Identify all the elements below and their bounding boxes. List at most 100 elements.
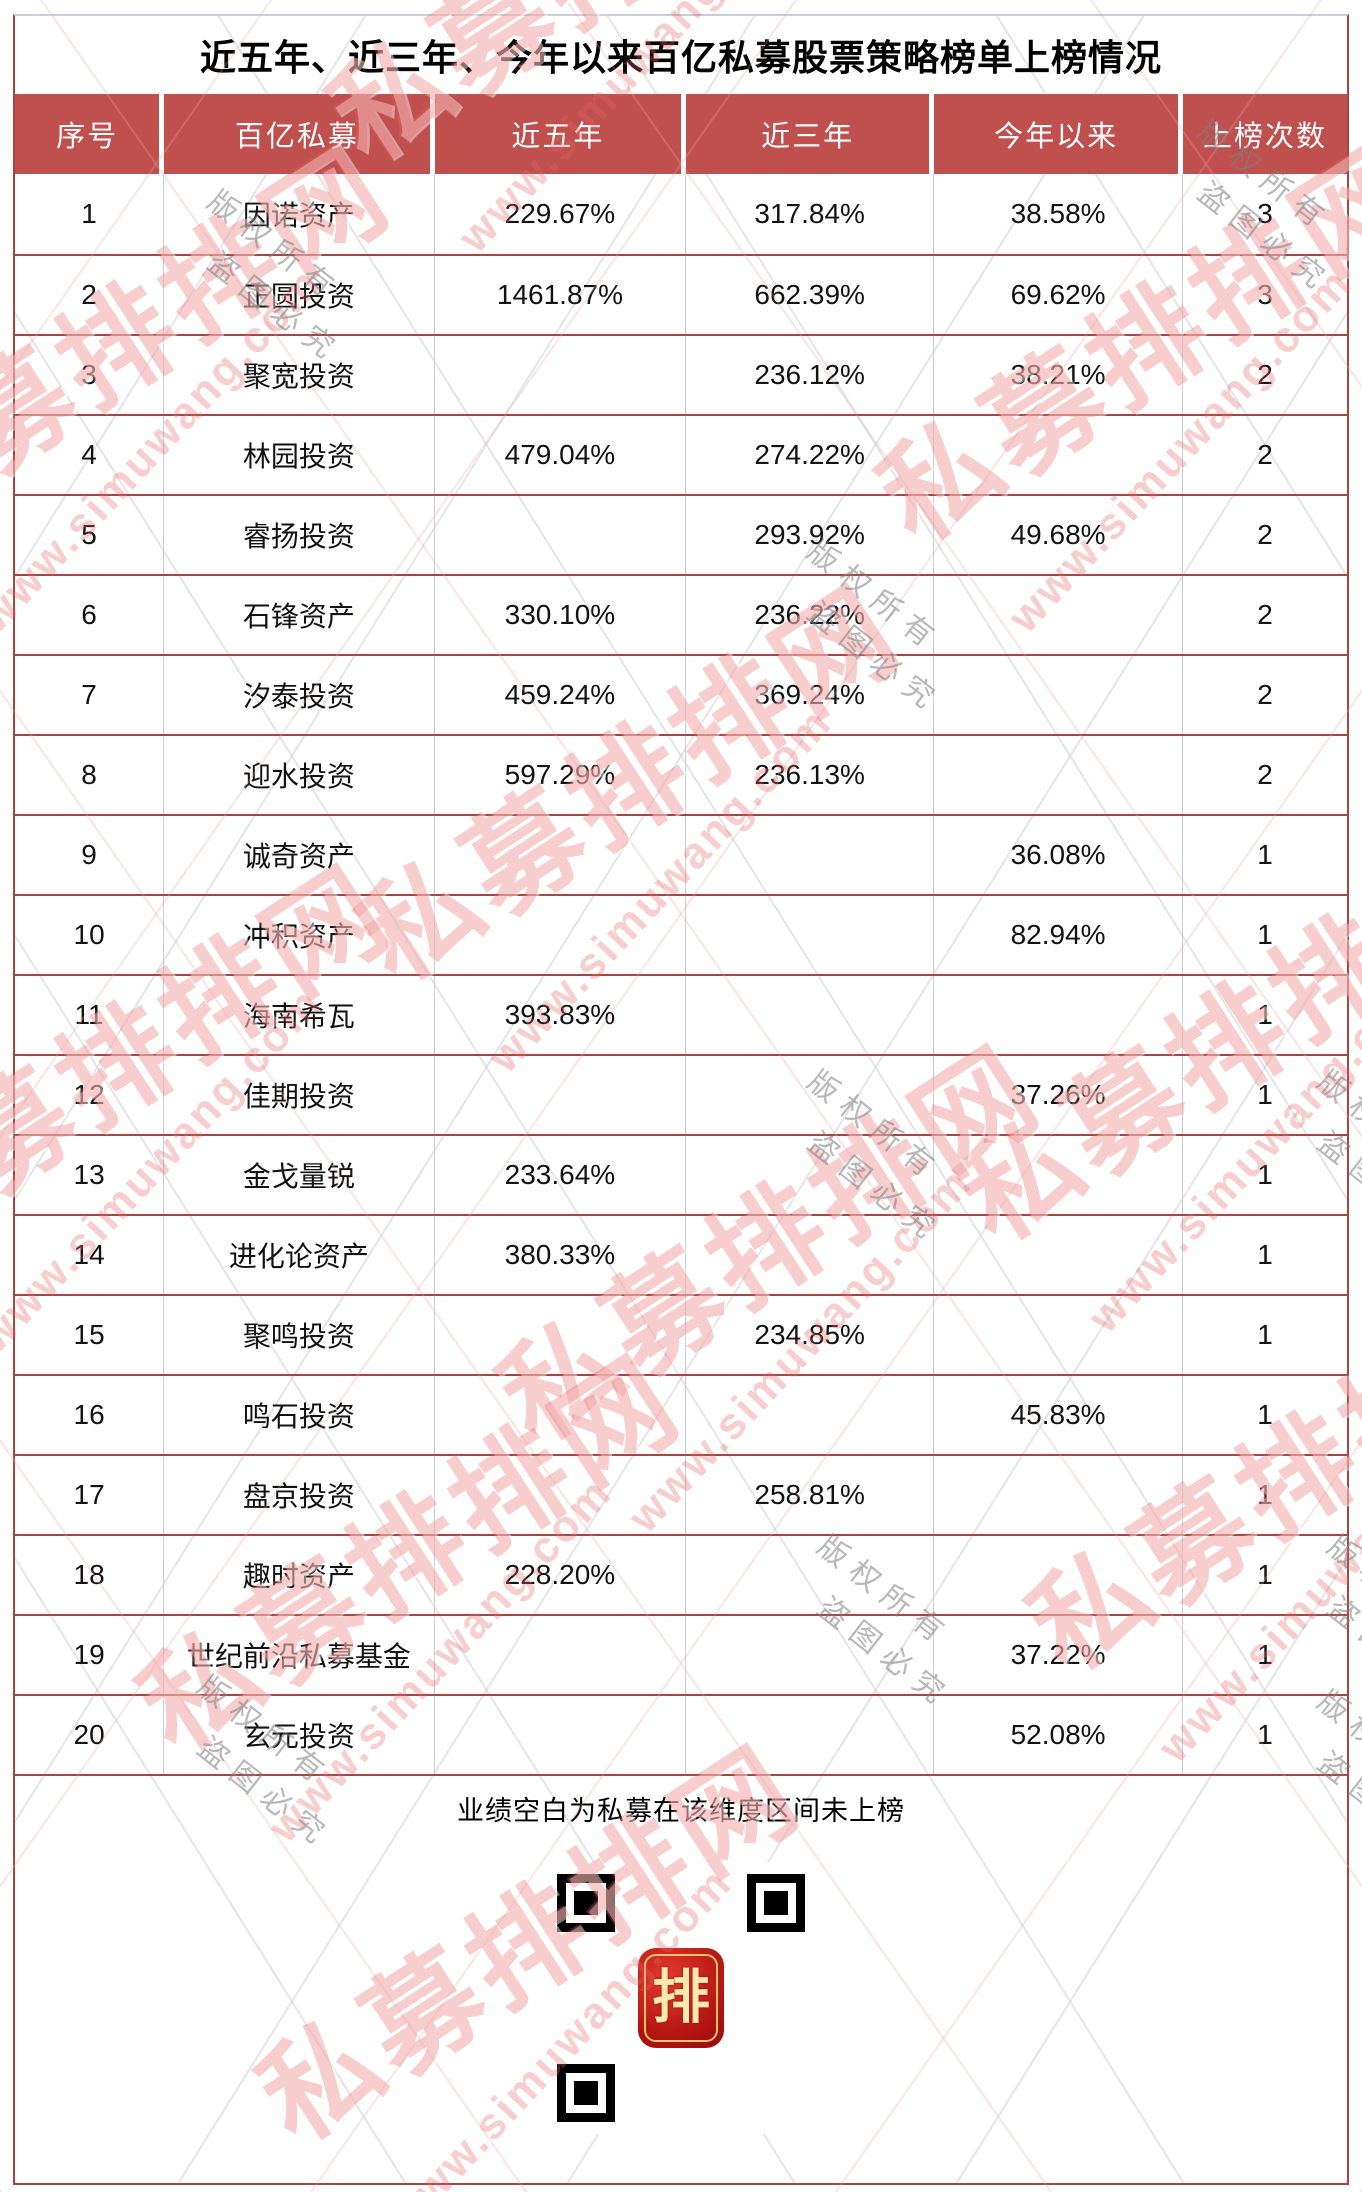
cell-index: 2 <box>15 256 165 334</box>
cell-ytd-return <box>934 416 1184 494</box>
table-row: 16 鸣石投资 45.83% 1 <box>15 1374 1347 1454</box>
table-row: 19 世纪前沿私募基金 37.22% 1 <box>15 1614 1347 1694</box>
cell-ytd-return: 38.58% <box>934 174 1184 254</box>
cell-fund-name: 睿扬投资 <box>164 496 435 574</box>
table-row: 5 睿扬投资 293.92% 49.68% 2 <box>15 494 1347 574</box>
cell-5y-return <box>435 896 687 974</box>
cell-count: 2 <box>1257 679 1273 710</box>
cell-3y-return <box>686 1136 935 1214</box>
table-row: 7 汐泰投资 459.24% 369.24% 2 <box>15 654 1347 734</box>
cell-fund-name: 林园投资 <box>164 416 435 494</box>
qr-zone: 排 <box>15 1840 1347 2185</box>
cell-5y-return: 233.64% <box>435 1136 687 1214</box>
cell-fund-name: 石锋资产 <box>164 576 435 654</box>
cell-5y-return: 228.20% <box>435 1536 687 1614</box>
cell-fund-name: 盘京投资 <box>164 1456 435 1534</box>
table-row: 13 金戈量锐 233.64% 1 <box>15 1134 1347 1214</box>
cell-index: 20 <box>15 1696 165 1774</box>
cell-5y-return: 330.10% <box>435 576 687 654</box>
cell-3y-return: 234.85% <box>686 1296 935 1374</box>
cell-5y-return <box>435 1616 687 1694</box>
cell-5y-return: 380.33% <box>435 1216 687 1294</box>
table-row: 17 盘京投资 258.81% 1 <box>15 1454 1347 1534</box>
cell-index: 19 <box>15 1616 165 1694</box>
cell-index: 10 <box>15 896 165 974</box>
cell-3y-return <box>686 896 935 974</box>
cell-count: 1 <box>1257 1319 1273 1350</box>
cell-3y-return <box>686 1696 935 1774</box>
cell-index: 18 <box>15 1536 165 1614</box>
header-cell-5y: 近五年 <box>434 94 687 174</box>
qr-finder-top-right <box>747 1874 805 1932</box>
table-row: 1 因诺资产 229.67% 317.84% 38.58% 3 <box>15 174 1347 254</box>
cell-index: 11 <box>15 976 165 1054</box>
cell-3y-return: 369.24% <box>686 656 935 734</box>
cell-index: 3 <box>15 336 165 414</box>
cell-ytd-return: 36.08% <box>934 816 1184 894</box>
cell-fund-name: 佳期投资 <box>164 1056 435 1134</box>
qr-seal-character: 排 <box>651 1965 710 2030</box>
table-row: 10 冲积资产 82.94% 1 <box>15 894 1347 974</box>
cell-3y-return: 274.22% <box>686 416 935 494</box>
table-row: 9 诚奇资产 36.08% 1 <box>15 814 1347 894</box>
cell-5y-return <box>435 336 687 414</box>
title-row: 近五年、近三年、今年以来百亿私募股票策略榜单上榜情况 <box>15 16 1347 94</box>
cell-ytd-return <box>934 1296 1184 1374</box>
cell-3y-return <box>686 816 935 894</box>
cell-index: 5 <box>15 496 165 574</box>
cell-fund-name: 金戈量锐 <box>164 1136 435 1214</box>
cell-fund-name: 冲积资产 <box>164 896 435 974</box>
cell-count: 3 <box>1257 198 1273 229</box>
cell-ytd-return <box>934 1456 1184 1534</box>
cell-3y-return <box>686 1056 935 1134</box>
cell-fund-name: 鸣石投资 <box>164 1376 435 1454</box>
header-cell-index: 序号 <box>15 94 165 174</box>
cell-count: 2 <box>1257 759 1273 790</box>
footnote-text: 业绩空白为私募在该维度区间未上榜 <box>457 1795 905 1826</box>
cell-index: 8 <box>15 736 165 814</box>
cell-count: 2 <box>1257 519 1273 550</box>
cell-count: 1 <box>1257 1079 1273 1110</box>
cell-3y-return: 258.81% <box>686 1456 935 1534</box>
note-row: 业绩空白为私募在该维度区间未上榜 <box>15 1774 1347 1840</box>
cell-5y-return <box>435 1056 687 1134</box>
cell-5y-return <box>435 1696 687 1774</box>
cell-5y-return <box>435 1456 687 1534</box>
cell-index: 7 <box>15 656 165 734</box>
cell-index: 14 <box>15 1216 165 1294</box>
cell-ytd-return <box>934 656 1184 734</box>
table-row: 4 林园投资 479.04% 274.22% 2 <box>15 414 1347 494</box>
cell-count: 1 <box>1257 1719 1273 1750</box>
qr-finder-top-left <box>557 1874 615 1932</box>
cell-index: 15 <box>15 1296 165 1374</box>
header-cell-ytd: 今年以来 <box>934 94 1184 174</box>
cell-ytd-return <box>934 1536 1184 1614</box>
cell-fund-name: 趣时资产 <box>164 1536 435 1614</box>
cell-3y-return <box>686 1216 935 1294</box>
cell-3y-return: 236.22% <box>686 576 935 654</box>
cell-5y-return <box>435 1296 687 1374</box>
cell-5y-return: 597.29% <box>435 736 687 814</box>
cell-index: 9 <box>15 816 165 894</box>
cell-fund-name: 玄元投资 <box>164 1696 435 1774</box>
cell-count: 1 <box>1257 839 1273 870</box>
cell-count: 1 <box>1257 1639 1273 1670</box>
cell-fund-name: 正圆投资 <box>164 256 435 334</box>
cell-count: 1 <box>1257 1159 1273 1190</box>
cell-3y-return: 236.13% <box>686 736 935 814</box>
cell-ytd-return: 38.21% <box>934 336 1184 414</box>
cell-5y-return: 479.04% <box>435 416 687 494</box>
header-cell-count: 上榜次数 <box>1183 94 1347 174</box>
table-row: 11 海南希瓦 393.83% 1 <box>15 974 1347 1054</box>
cell-fund-name: 进化论资产 <box>164 1216 435 1294</box>
cell-count: 1 <box>1257 1479 1273 1510</box>
cell-3y-return: 293.92% <box>686 496 935 574</box>
table-row: 20 玄元投资 52.08% 1 <box>15 1694 1347 1774</box>
table-body: 1 因诺资产 229.67% 317.84% 38.58% 3 2 正圆投资 1… <box>15 174 1347 1774</box>
cell-fund-name: 聚鸣投资 <box>164 1296 435 1374</box>
cell-3y-return <box>686 1536 935 1614</box>
cell-5y-return: 229.67% <box>435 174 687 254</box>
table-row: 15 聚鸣投资 234.85% 1 <box>15 1294 1347 1374</box>
cell-index: 13 <box>15 1136 165 1214</box>
